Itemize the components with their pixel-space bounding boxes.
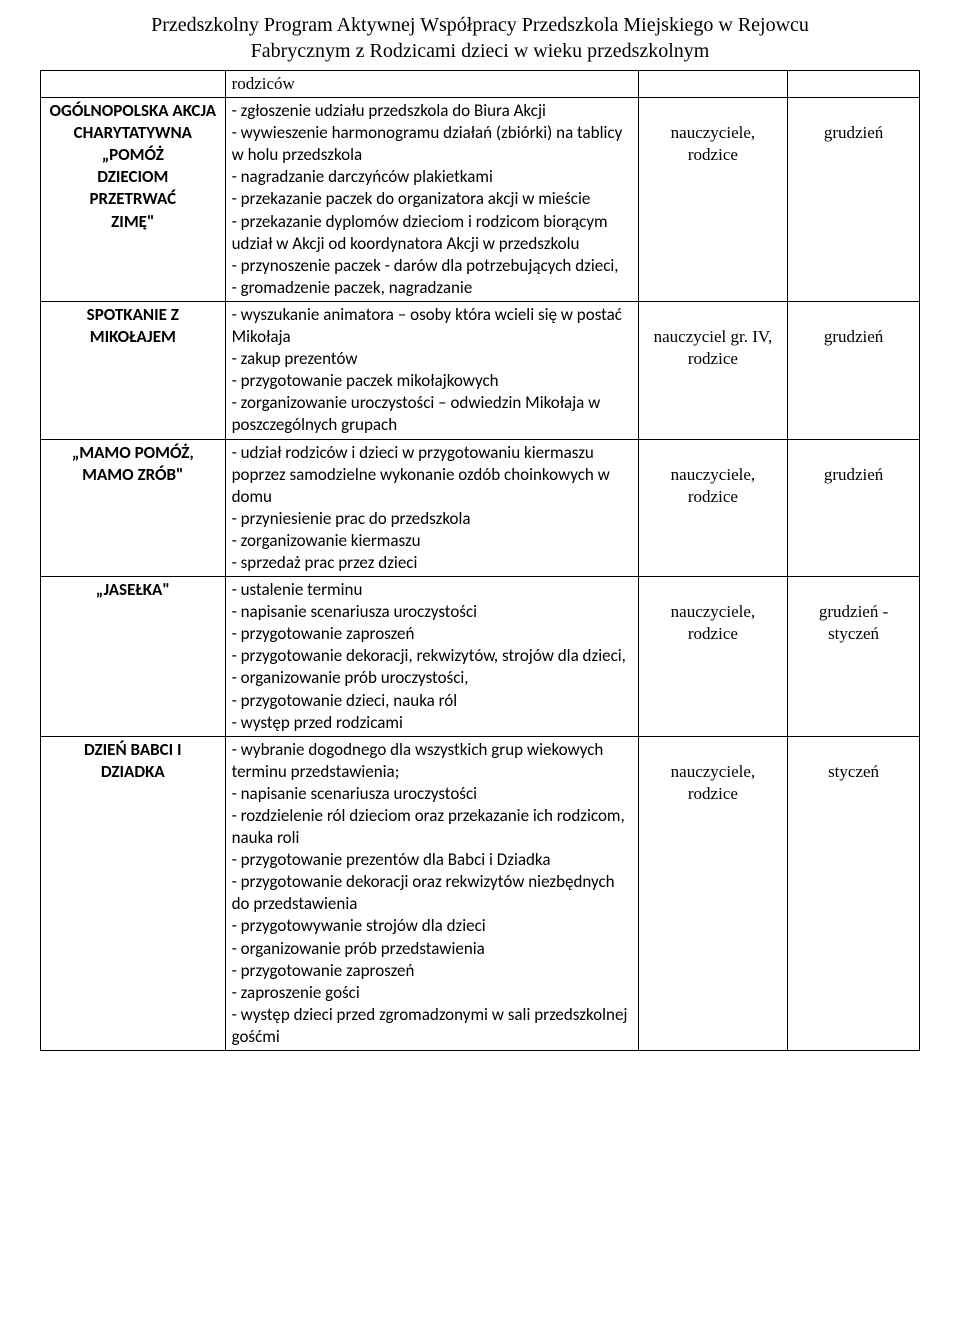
- event-who: nauczyciele, rodzice: [638, 439, 787, 577]
- event-label: OGÓLNOPOLSKA AKCJA CHARYTATYWNA „POMÓŻ D…: [41, 98, 226, 302]
- top-cell-4: [788, 71, 920, 98]
- table-row: „JASEŁKA" - ustalenie terminu - napisani…: [41, 577, 920, 737]
- table-row: DZIEŃ BABCI I DZIADKA - wybranie dogodne…: [41, 736, 920, 1050]
- table-top-row: rodziców: [41, 71, 920, 98]
- top-cell-2: rodziców: [225, 71, 638, 98]
- page-container: Przedszkolny Program Aktywnej Współpracy…: [0, 0, 960, 1071]
- title-line-2: Fabrycznym z Rodzicami dzieci w wieku pr…: [251, 40, 710, 62]
- title-line-1: Przedszkolny Program Aktywnej Współpracy…: [151, 14, 809, 36]
- event-when: grudzień - styczeń: [788, 577, 920, 737]
- program-table: rodziców OGÓLNOPOLSKA AKCJA CHARYTATYWNA…: [40, 70, 920, 1051]
- event-who: nauczyciele, rodzice: [638, 736, 787, 1050]
- event-label: DZIEŃ BABCI I DZIADKA: [41, 736, 226, 1050]
- event-desc: - ustalenie terminu - napisanie scenariu…: [225, 577, 638, 737]
- top-cell-1: [41, 71, 226, 98]
- event-desc: - wybranie dogodnego dla wszystkich grup…: [225, 736, 638, 1050]
- top-cell-3: [638, 71, 787, 98]
- event-who: nauczyciele, rodzice: [638, 98, 787, 302]
- event-when: grudzień: [788, 301, 920, 439]
- table-row: SPOTKANIE Z MIKOŁAJEM - wyszukanie anima…: [41, 301, 920, 439]
- event-label: „MAMO POMÓŻ, MAMO ZRÓB": [41, 439, 226, 577]
- page-title: Przedszkolny Program Aktywnej Współpracy…: [40, 12, 920, 64]
- table-row: „MAMO POMÓŻ, MAMO ZRÓB" - udział rodzicó…: [41, 439, 920, 577]
- event-who: nauczyciel gr. IV, rodzice: [638, 301, 787, 439]
- event-desc: - zgłoszenie udziału przedszkola do Biur…: [225, 98, 638, 302]
- table-body: rodziców OGÓLNOPOLSKA AKCJA CHARYTATYWNA…: [41, 71, 920, 1051]
- event-label: „JASEŁKA": [41, 577, 226, 737]
- event-desc: - udział rodziców i dzieci w przygotowan…: [225, 439, 638, 577]
- table-row: OGÓLNOPOLSKA AKCJA CHARYTATYWNA „POMÓŻ D…: [41, 98, 920, 302]
- event-when: grudzień: [788, 439, 920, 577]
- event-when: styczeń: [788, 736, 920, 1050]
- event-desc: - wyszukanie animatora – osoby która wci…: [225, 301, 638, 439]
- event-label: SPOTKANIE Z MIKOŁAJEM: [41, 301, 226, 439]
- event-who: nauczyciele, rodzice: [638, 577, 787, 737]
- event-when: grudzień: [788, 98, 920, 302]
